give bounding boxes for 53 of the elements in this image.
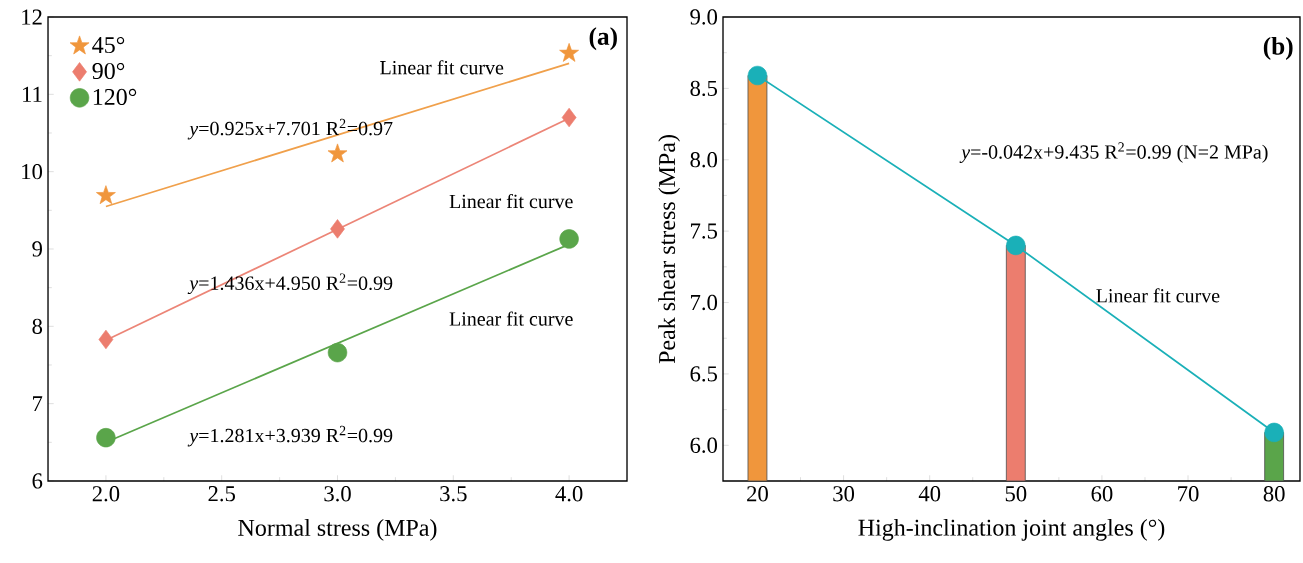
annotation: Linear fit curve [449,311,573,326]
point [559,43,579,62]
annotation: Linear fit curve [380,60,504,75]
x-tick-label: 80 [1263,486,1285,502]
x-axis-title: Normal stress (MPa) [238,519,437,541]
annotation: y=1.436x+4.950 R$^{2}$=0.99 [187,273,393,295]
x-tick-label: 2.5 [208,486,235,502]
annotation: Linear fit curve [1096,288,1220,303]
point [327,143,348,163]
y-axis-title: Peak shear stress (MPa) [658,135,680,364]
legend-label: 45° [92,36,125,54]
point [561,107,577,128]
y-tick-label: 7.0 [691,294,718,311]
x-tick-label: 50 [1005,486,1027,502]
legend-label: 120° [93,88,137,106]
point [747,65,768,86]
x-tick-label: 4.0 [555,486,583,502]
x-tick-label: 40 [918,486,941,502]
annotation: (a) [589,27,617,51]
annotation: y=-0.042x+9.435 R$^{2}$=0.99 (N=2 MPa) [959,142,1268,163]
y-tick-label: 10 [22,164,43,180]
point [1006,235,1026,256]
point [330,219,345,239]
y-tick-label: 7 [33,396,43,412]
annotation: y=1.281x+3.939 R$^{2}$=0.99 [187,425,393,447]
legend-label: 90° [92,62,125,80]
annotation: Linear fit curve [449,193,573,209]
x-tick-label: 70 [1178,486,1199,502]
y-tick-label: 7.5 [691,223,718,239]
annotation: (b) [1263,36,1293,60]
x-tick-label: 3.0 [324,486,351,502]
y-tick-label: 11 [23,86,42,102]
point [98,329,114,350]
point [327,342,348,363]
x-axis-title: High-inclination joint angles (°) [858,518,1165,541]
point [96,185,116,205]
x-tick-label: 3.5 [440,486,467,502]
y-tick-label: 6.5 [690,366,718,382]
x-tick-label: 60 [1091,486,1113,502]
y-tick-label: 8 [32,318,43,334]
y-tick-label: 8.5 [690,80,718,97]
y-tick-label: 6.0 [690,437,718,453]
point [559,229,579,249]
y-tick-label: 9 [32,241,42,257]
x-tick-label: 20 [747,486,768,502]
x-tick-label: 2.0 [92,486,120,502]
x-tick-label: 30 [833,486,855,502]
y-tick-label: 9.0 [690,9,718,25]
point [1264,422,1284,443]
point [96,428,116,448]
y-tick-label: 8.0 [690,152,718,168]
y-tick-label: 12 [22,9,42,25]
y-tick-label: 6 [32,473,43,489]
